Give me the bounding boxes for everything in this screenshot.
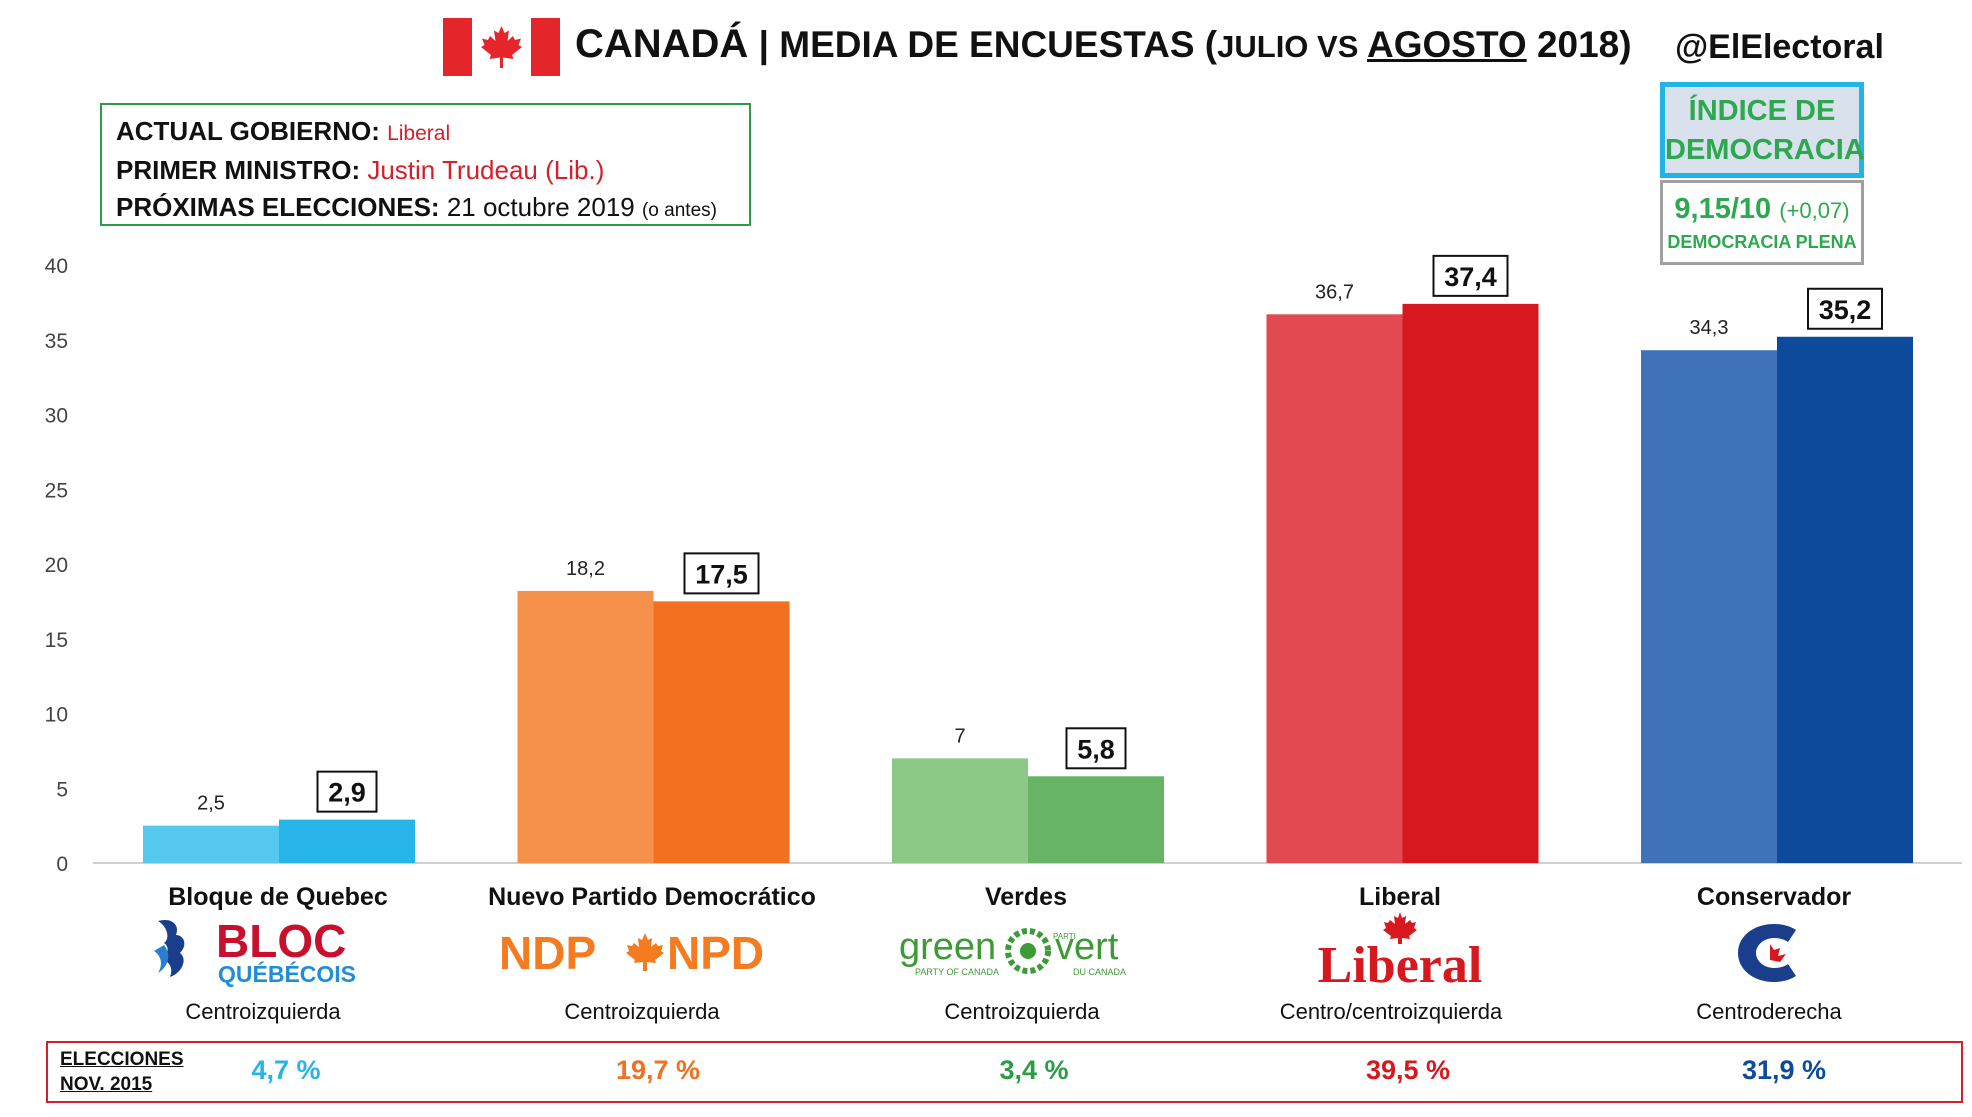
- y-tick-label: 35: [45, 330, 68, 353]
- ideology-liberal: Centro/centroizquierda: [1279, 999, 1503, 1024]
- bar-july: [892, 758, 1028, 863]
- ideology-green: Centroizquierda: [944, 999, 1100, 1024]
- party-name-bloc: Bloque de Quebec: [168, 883, 388, 911]
- ndp-logo-word: NDP: [499, 927, 596, 979]
- bar-july: [1641, 350, 1777, 864]
- party-name-ndp: Nuevo Partido Democrático: [488, 883, 816, 911]
- government-value: Liberal: [387, 122, 451, 145]
- value-label-box-august: [683, 552, 760, 595]
- elections-2015-box: ELECCIONES NOV. 2015 4,7 % 19,7 % 3,4 % …: [46, 1041, 1963, 1103]
- bar-august: [1777, 336, 1913, 863]
- bloc-quebecois-logo-icon: BLOC QUÉBÉCOIS: [154, 915, 356, 987]
- value-label-august: 35,2: [1819, 295, 1872, 325]
- value-label-july: 18,2: [566, 558, 605, 580]
- bar-august: [279, 819, 415, 863]
- ideology-conservative: Centroderecha: [1696, 999, 1842, 1024]
- government-label: ACTUAL GOBIERNO:: [116, 116, 388, 146]
- elections-label-line1: ELECCIONES: [60, 1049, 184, 1070]
- liberal-logo-icon: Liberal: [1318, 912, 1483, 990]
- next-elections-note: (o antes): [641, 200, 717, 221]
- election-result-conservative: 31,9 %: [1741, 1055, 1827, 1085]
- bar-august: [653, 601, 790, 863]
- government-info-box: ACTUAL GOBIERNO: Liberal PRIMER MINISTRO…: [100, 103, 751, 226]
- y-tick-label: 25: [45, 479, 68, 502]
- value-label-july: 7: [954, 725, 965, 747]
- party-name-conservative: Conservador: [1696, 883, 1852, 911]
- title-year: 2018): [1526, 24, 1632, 65]
- y-tick-label: 10: [45, 704, 68, 727]
- value-label-august: 2,9: [328, 778, 366, 808]
- value-label-july: 36,7: [1315, 281, 1354, 303]
- bloc-logo-subword: QUÉBÉCOIS: [218, 960, 356, 987]
- prime-minister-value: Justin Trudeau (Lib.): [367, 155, 605, 185]
- y-tick-label: 5: [56, 778, 68, 801]
- elections-label-line2: NOV. 2015: [60, 1074, 153, 1095]
- value-label-july: 34,3: [1690, 317, 1729, 339]
- value-label-box-august: [316, 770, 378, 813]
- value-label-july: 2,5: [197, 793, 225, 815]
- y-axis: 0 5 10 15 20 25 30 35 40: [45, 255, 68, 876]
- title-julio-vs: JULIO VS: [1217, 29, 1367, 64]
- party-name-green: Verdes: [984, 883, 1067, 911]
- prime-minister-label: PRIMER MINISTRO:: [116, 155, 368, 185]
- bar-august: [1402, 303, 1539, 863]
- title-paren: (: [1204, 24, 1218, 65]
- value-label-box-august: [1065, 727, 1127, 770]
- green-logo-word: green: [899, 926, 996, 968]
- election-result-green: 3,4 %: [999, 1055, 1069, 1085]
- ideology-ndp: Centroizquierda: [564, 999, 720, 1024]
- election-result-ndp: 19,7 %: [615, 1055, 701, 1085]
- value-labels-group: 2,5 2,9 18,2 17,5 7 5,8 36,7 37,4 34,3 35,2: [197, 254, 1883, 815]
- title-main: MEDIA DE ENCUESTAS: [779, 24, 1205, 65]
- next-elections-line: PRÓXIMAS ELECCIONES: 21 octubre 2019 (o …: [116, 189, 735, 229]
- prime-minister-line: PRIMER MINISTRO: Justin Trudeau (Lib.): [116, 152, 735, 189]
- government-line: ACTUAL GOBIERNO: Liberal: [116, 113, 735, 152]
- elections-2015-label: ELECCIONES NOV. 2015: [60, 1047, 184, 1097]
- value-label-august: 17,5: [695, 559, 748, 589]
- liberal-logo-word: Liberal: [1318, 937, 1483, 990]
- y-tick-label: 15: [45, 629, 68, 652]
- democracy-index-title: ÍNDICE DE DEMOCRACIA: [1660, 82, 1865, 178]
- democracy-index-score-box: 9,15/10 (+0,07) DEMOCRACIA PLENA: [1660, 180, 1864, 265]
- y-tick-label: 0: [56, 853, 68, 876]
- bar-july: [1266, 314, 1403, 864]
- chart-title: CANADÁ | MEDIA DE ENCUESTAS (JULIO VS AG…: [575, 22, 1632, 67]
- green-logo-parti: PARTI: [1053, 932, 1076, 941]
- green-party-logo-icon: green PARTY OF CANADA PARTI vert DU CANA…: [899, 926, 1126, 977]
- title-country: CANADÁ: [575, 22, 749, 66]
- value-label-box-august: [1432, 254, 1509, 297]
- party-name-liberal: Liberal: [1359, 883, 1441, 911]
- y-tick-label: 20: [45, 554, 68, 577]
- value-label-august: 5,8: [1077, 734, 1115, 764]
- bar-july: [143, 825, 279, 863]
- vert-logo-word: vert: [1055, 926, 1119, 968]
- title-agosto: AGOSTO: [1367, 24, 1527, 65]
- conservative-logo-icon: [1738, 924, 1796, 982]
- title-separator: |: [748, 24, 780, 65]
- next-elections-value: 21 octubre 2019: [446, 192, 642, 222]
- election-result-liberal: 39,5 %: [1365, 1055, 1451, 1085]
- next-elections-label: PRÓXIMAS ELECCIONES:: [116, 192, 447, 222]
- canada-flag-icon: [443, 18, 560, 76]
- democracy-delta: (+0,07): [1779, 198, 1850, 223]
- democracy-score: 9,15/10: [1674, 193, 1772, 225]
- value-label-box-august: [1807, 287, 1883, 330]
- green-logo-sub: PARTY OF CANADA: [915, 967, 999, 977]
- author-handle: @ElElectoral: [1675, 28, 1884, 66]
- bar-july: [517, 590, 654, 863]
- democracy-label: DEMOCRACIA PLENA: [1667, 232, 1857, 252]
- value-label-august: 37,4: [1444, 262, 1497, 292]
- bars-group: [143, 303, 1913, 864]
- bloc-logo-word: BLOC: [216, 915, 346, 967]
- ndp-npd-logo-icon: NDP NPD: [499, 927, 764, 979]
- y-tick-label: 40: [45, 255, 68, 278]
- ideology-bloc: Centroizquierda: [185, 999, 341, 1024]
- election-result-bloc: 4,7 %: [251, 1055, 321, 1085]
- bar-august: [1028, 776, 1164, 863]
- npd-logo-word: NPD: [667, 927, 764, 979]
- vert-logo-sub: DU CANADA: [1073, 967, 1126, 977]
- y-tick-label: 30: [45, 405, 68, 428]
